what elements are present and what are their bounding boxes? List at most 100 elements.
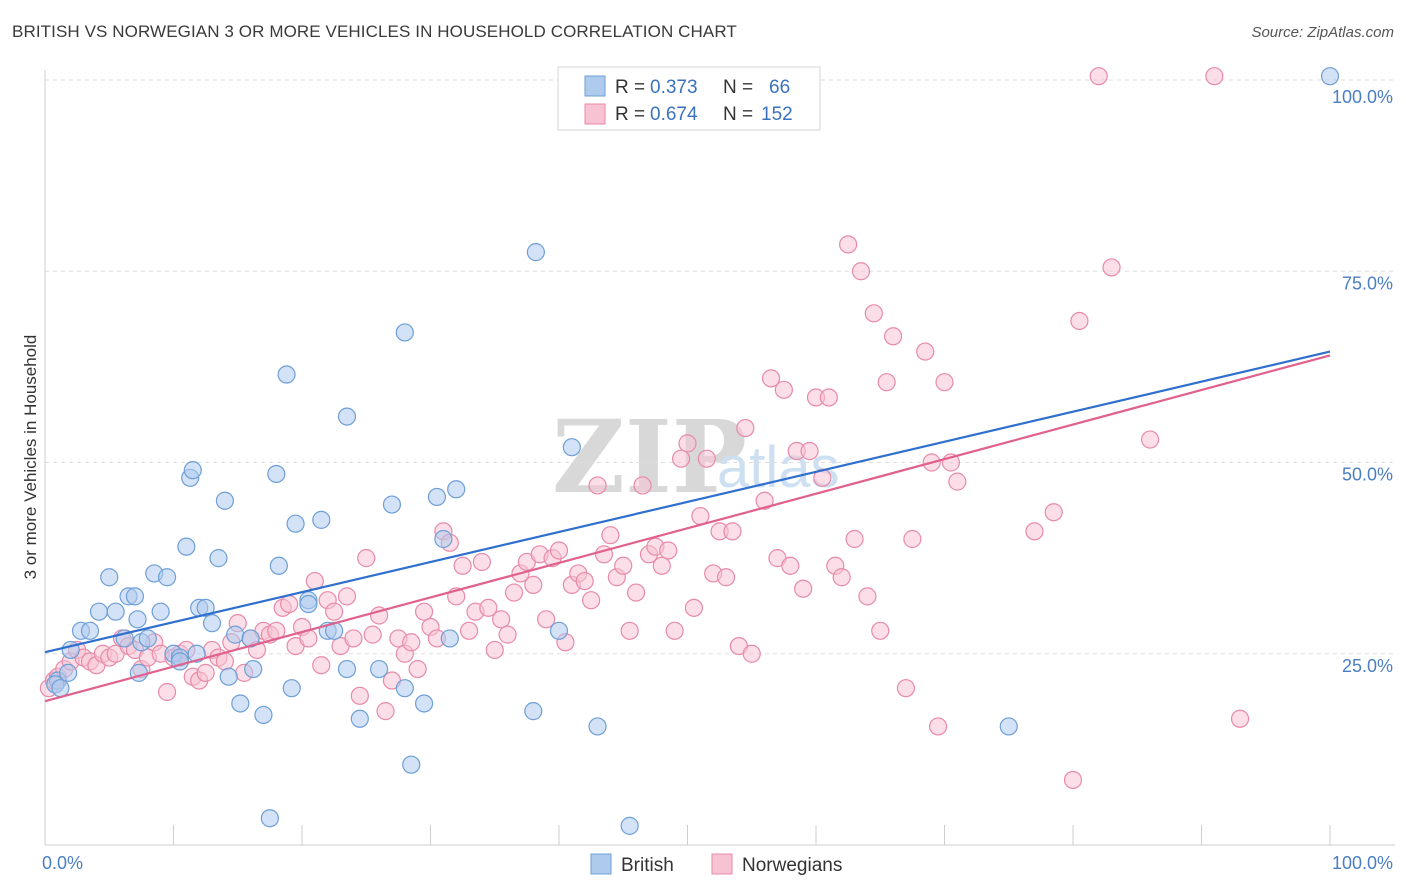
norwegian-point-130 bbox=[877, 373, 896, 392]
x-tick-label-max: 100.0% bbox=[1332, 853, 1393, 873]
norwegian-point-91 bbox=[620, 621, 639, 640]
norwegian-point-43 bbox=[312, 656, 331, 675]
british-point-40 bbox=[269, 556, 288, 575]
british-point-33 bbox=[226, 625, 245, 644]
norwegian-point-125 bbox=[845, 529, 864, 549]
british-point-49 bbox=[337, 407, 357, 426]
british-point-7 bbox=[89, 602, 109, 621]
y-tick-labels: 25.0% 50.0% 75.0% 100.0% bbox=[1332, 87, 1393, 676]
axes bbox=[44, 70, 1395, 846]
norwegian-point-102 bbox=[691, 506, 710, 526]
british-point-9 bbox=[106, 602, 125, 621]
chart-title: BRITISH VS NORWEGIAN 3 OR MORE VEHICLES … bbox=[12, 22, 737, 41]
y-tick-label-50: 50.0% bbox=[1342, 465, 1393, 485]
norwegian-point-146 bbox=[1140, 430, 1160, 449]
norwegian-point-71 bbox=[492, 610, 511, 629]
source-label: Source: ZipAtlas.com bbox=[1251, 24, 1394, 41]
norwegian-point-25 bbox=[196, 663, 215, 682]
british-point-43 bbox=[286, 514, 305, 533]
norwegian-point-78 bbox=[537, 610, 556, 629]
british-r-value: 0.373 bbox=[650, 77, 698, 98]
norwegian-n-label: N = bbox=[723, 104, 753, 125]
norwegian-point-96 bbox=[652, 556, 671, 575]
norwegian-point-109 bbox=[736, 418, 755, 438]
norwegian-point-118 bbox=[800, 441, 819, 461]
british-point-41 bbox=[277, 365, 296, 384]
norwegian-point-80 bbox=[549, 541, 569, 560]
norwegian-point-101 bbox=[684, 598, 704, 617]
norwegian-point-115 bbox=[781, 556, 800, 575]
norwegian-point-129 bbox=[871, 621, 890, 640]
british-point-19 bbox=[157, 568, 177, 587]
norwegian-point-144 bbox=[1089, 67, 1108, 86]
norwegian-point-98 bbox=[665, 621, 684, 640]
norwegian-point-137 bbox=[935, 373, 954, 392]
british-point-12 bbox=[125, 587, 145, 606]
norwegian-point-114 bbox=[774, 380, 793, 399]
norwegian-point-107 bbox=[723, 522, 742, 541]
british-n-value: 66 bbox=[769, 77, 790, 98]
british-point-55 bbox=[395, 679, 414, 698]
norwegian-point-126 bbox=[851, 262, 871, 281]
norwegian-point-76 bbox=[524, 575, 543, 595]
british-point-6 bbox=[80, 621, 100, 640]
norwegian-point-143 bbox=[1070, 311, 1089, 331]
british-point-8 bbox=[100, 568, 119, 587]
british-point-26 bbox=[187, 644, 206, 663]
british-point-52 bbox=[370, 659, 389, 679]
y-tick-label-75: 75.0% bbox=[1342, 273, 1393, 293]
british-point-13 bbox=[128, 610, 147, 629]
british-point-28 bbox=[196, 598, 215, 617]
british-bottom-swatch bbox=[590, 853, 612, 875]
y-tick-label-100: 100.0% bbox=[1332, 87, 1393, 107]
british-point-53 bbox=[382, 495, 402, 514]
norwegian-point-123 bbox=[832, 568, 851, 587]
norwegian-point-65 bbox=[453, 556, 472, 575]
norwegian-point-127 bbox=[858, 587, 877, 606]
norwegian-point-139 bbox=[948, 472, 967, 491]
x-ticks bbox=[44, 825, 1331, 845]
norwegian-point-68 bbox=[472, 552, 491, 572]
british-point-60 bbox=[440, 629, 459, 648]
british-point-16 bbox=[138, 629, 157, 648]
norwegian-legend-label: Norwegians bbox=[742, 855, 842, 876]
norwegian-point-148 bbox=[1230, 709, 1250, 728]
norwegian-point-145 bbox=[1102, 258, 1121, 277]
norwegian-point-111 bbox=[755, 491, 774, 510]
british-point-51 bbox=[350, 709, 369, 728]
norwegian-point-92 bbox=[626, 583, 646, 602]
british-point-18 bbox=[151, 602, 170, 621]
norwegian-point-70 bbox=[485, 640, 504, 660]
norwegian-bottom-swatch bbox=[711, 853, 733, 875]
norwegian-point-128 bbox=[864, 304, 883, 323]
british-point-14 bbox=[129, 663, 148, 682]
norwegian-point-142 bbox=[1063, 770, 1083, 790]
british-point-67 bbox=[620, 816, 639, 835]
british-point-42 bbox=[282, 679, 301, 698]
norwegian-point-50 bbox=[357, 549, 376, 568]
norwegian-point-97 bbox=[659, 541, 678, 560]
norwegian-point-53 bbox=[376, 702, 395, 721]
norwegian-point-58 bbox=[408, 659, 427, 679]
norwegian-point-51 bbox=[363, 625, 382, 644]
norwegian-point-59 bbox=[414, 602, 434, 621]
norwegian-point-141 bbox=[1044, 503, 1063, 522]
norwegian-n-value: 152 bbox=[761, 104, 793, 125]
norwegian-point-49 bbox=[350, 686, 369, 705]
norwegian-point-134 bbox=[916, 342, 935, 361]
norwegian-point-45 bbox=[325, 602, 344, 621]
norwegian-point-90 bbox=[614, 556, 633, 575]
norwegian-point-124 bbox=[839, 235, 858, 254]
norwegian-point-38 bbox=[280, 594, 299, 614]
norwegian-point-93 bbox=[633, 476, 652, 495]
british-n-label: N = bbox=[723, 77, 753, 98]
norwegian-point-133 bbox=[903, 529, 922, 549]
british-point-29 bbox=[202, 614, 222, 633]
norwegian-r-label: R = bbox=[615, 104, 645, 125]
british-point-39 bbox=[267, 464, 286, 484]
norwegian-point-132 bbox=[896, 679, 916, 698]
norwegian-point-136 bbox=[928, 717, 948, 736]
norwegian-point-84 bbox=[575, 571, 594, 591]
x-tick-label-min: 0.0% bbox=[42, 853, 83, 873]
